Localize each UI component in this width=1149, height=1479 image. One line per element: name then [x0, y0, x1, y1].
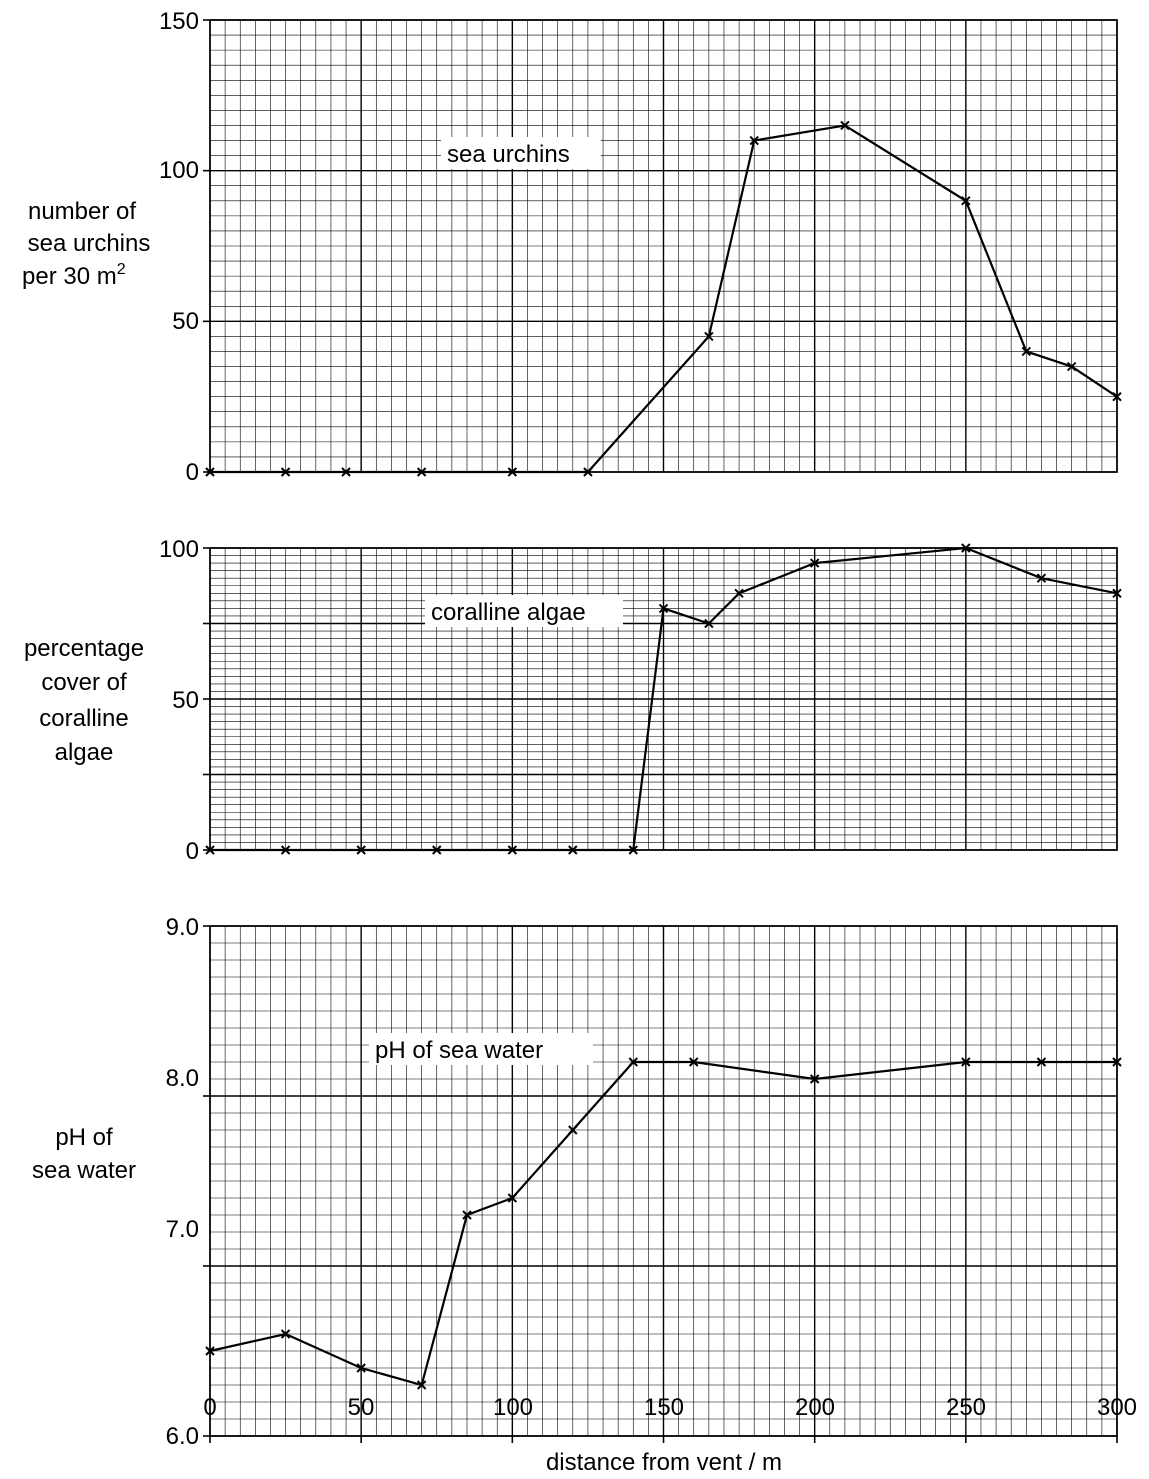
data-point-marker	[507, 467, 518, 477]
data-point-marker	[961, 543, 971, 553]
data-point-marker	[416, 467, 427, 477]
y-axis-label-line: cover of	[41, 669, 127, 696]
data-point-marker	[1112, 1057, 1122, 1067]
x-tick-label: 0	[203, 1394, 216, 1421]
y-tick-label: 50	[172, 687, 199, 714]
y-tick-labels: 0 50 100	[159, 536, 199, 865]
data-point-marker	[809, 558, 820, 568]
x-tick-label: 200	[795, 1394, 835, 1421]
panel-sea-urchins: sea urchins 0 50 100 150 number of sea u…	[22, 8, 1122, 486]
y-axis-label-line: percentage	[24, 635, 144, 662]
data-point-marker	[809, 1074, 820, 1084]
series-label-text: coralline algae	[431, 599, 586, 626]
data-point-marker	[280, 845, 291, 855]
series-label: sea urchins	[441, 137, 601, 169]
data-point-marker	[356, 845, 366, 855]
plot-frame	[209, 19, 1118, 473]
panel-ph: pH of sea water 6.0 7.0 8.0 9.0 pH of se…	[32, 914, 1137, 1476]
data-point-marker	[568, 845, 578, 855]
markers	[205, 543, 1122, 855]
series-label: pH of sea water	[369, 1033, 593, 1065]
y-axis-label: percentage cover of coralline algae	[24, 635, 144, 766]
data-point-marker	[416, 1380, 427, 1390]
data-point-marker	[840, 120, 850, 131]
x-tick-label: 300	[1097, 1394, 1137, 1421]
data-point-marker	[205, 845, 215, 855]
data-point-marker	[689, 1057, 699, 1067]
data-point-marker	[1036, 573, 1047, 583]
data-point-marker	[280, 467, 291, 477]
data-point-marker	[583, 467, 593, 477]
data-point-marker	[568, 1125, 578, 1135]
y-axis-label-line: sea urchins	[28, 230, 151, 257]
series-line-path	[210, 546, 1118, 852]
data-point-marker	[462, 1210, 472, 1220]
grid	[203, 547, 1118, 851]
series-label-text: pH of sea water	[375, 1037, 543, 1064]
data-point-marker	[1066, 361, 1077, 372]
y-tick-label: 0	[186, 459, 199, 486]
y-axis-label: number of sea urchins per 30 m2	[22, 198, 150, 290]
data-point-marker	[507, 1193, 518, 1203]
y-axis-label-line: number of	[28, 198, 136, 225]
data-point-marker	[1036, 1057, 1047, 1067]
y-tick-label: 9.0	[166, 914, 199, 941]
grid	[203, 925, 1118, 1443]
series-label: coralline algae	[425, 595, 623, 627]
data-point-marker	[341, 467, 351, 477]
y-tick-label: 0	[186, 838, 199, 865]
y-axis-label-line: pH of	[55, 1124, 113, 1151]
y-axis-label-line: coralline	[39, 705, 128, 732]
y-axis-label: pH of sea water	[32, 1124, 136, 1184]
y-tick-labels: 0 50 100 150	[159, 8, 199, 486]
x-tick-label: 100	[493, 1394, 533, 1421]
y-axis-label-line: per 30 m2	[22, 261, 126, 290]
y-tick-label: 6.0	[166, 1423, 199, 1450]
data-point-marker	[1021, 346, 1032, 357]
data-point-marker	[628, 1057, 638, 1067]
data-point-marker	[749, 135, 759, 146]
y-tick-label: 150	[159, 8, 199, 35]
panel-coralline-algae: coralline algae 0 50 100 percentage cove…	[24, 536, 1122, 865]
markers	[205, 120, 1122, 477]
data-point-marker	[1112, 588, 1122, 599]
data-point-marker	[280, 1329, 291, 1339]
data-point-marker	[205, 1346, 215, 1356]
data-point-marker	[628, 845, 638, 855]
y-axis-label-line: sea water	[32, 1157, 136, 1184]
data-point-marker	[205, 467, 215, 477]
data-point-marker	[432, 845, 442, 855]
data-point-marker	[961, 1057, 971, 1067]
y-tick-label: 8.0	[166, 1065, 199, 1092]
y-tick-labels: 6.0 7.0 8.0 9.0	[166, 914, 199, 1450]
data-point-marker	[734, 588, 744, 599]
data-point-marker	[1112, 391, 1122, 402]
x-tick-label: 150	[644, 1394, 684, 1421]
y-tick-label: 100	[159, 157, 199, 184]
x-axis-label: distance from vent / m	[546, 1449, 782, 1476]
x-tick-label: 50	[348, 1394, 375, 1421]
data-point-marker	[961, 196, 971, 206]
data-point-marker	[356, 1363, 366, 1373]
series-label-text: sea urchins	[447, 141, 570, 168]
x-tick-label: 250	[946, 1394, 986, 1421]
grid	[203, 19, 1118, 473]
data-point-marker	[704, 618, 714, 629]
data-point-marker	[704, 331, 714, 342]
x-tick-labels: 0 50 100 150 200 250 300	[203, 1394, 1137, 1421]
data-point-marker	[507, 845, 518, 855]
y-tick-label: 100	[159, 536, 199, 563]
markers	[205, 1057, 1122, 1390]
y-tick-label: 7.0	[166, 1216, 199, 1243]
y-tick-label: 50	[172, 308, 199, 335]
y-axis-label-line: algae	[55, 739, 114, 766]
data-point-marker	[658, 603, 669, 614]
series-line	[210, 546, 1118, 852]
